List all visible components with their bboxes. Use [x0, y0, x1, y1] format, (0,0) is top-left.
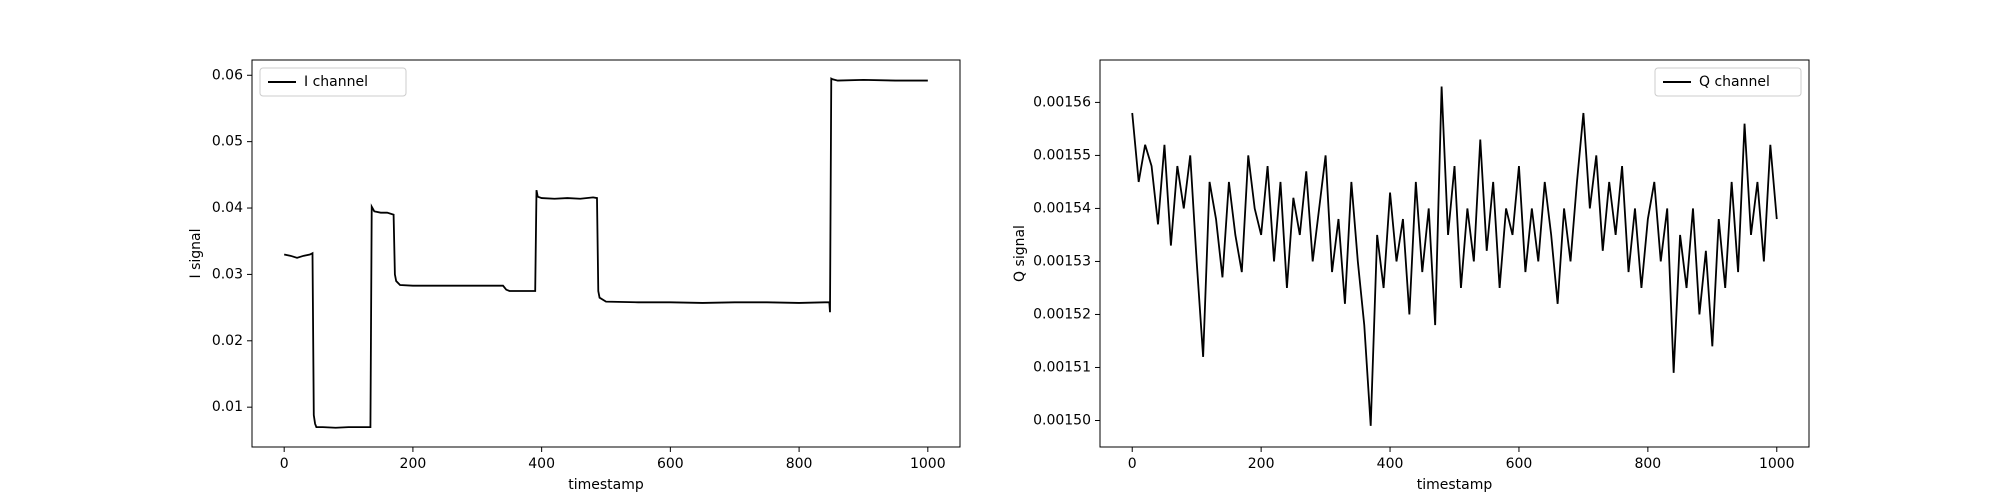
y-tick-label: 0.02 — [212, 333, 243, 349]
y-tick-label: 0.06 — [212, 67, 243, 83]
x-tick-label: 200 — [1248, 456, 1275, 472]
x-tick-label: 400 — [1377, 456, 1404, 472]
y-tick-label: 0.01 — [212, 399, 243, 415]
legend-label: Q channel — [1699, 74, 1770, 90]
plot-area — [251, 59, 961, 448]
x-tick-label: 200 — [400, 456, 427, 472]
y-axis-label: I signal — [188, 229, 204, 279]
y-tick-label: 0.00152 — [1033, 306, 1091, 322]
legend-label: I channel — [304, 74, 368, 90]
y-tick-label: 0.04 — [212, 200, 243, 216]
x-tick-label: 0 — [280, 456, 289, 472]
x-tick-label: 1000 — [910, 456, 946, 472]
x-tick-label: 400 — [528, 456, 555, 472]
y-tick-label: 0.00155 — [1033, 147, 1091, 163]
plot-area — [1099, 59, 1810, 448]
legend: Q channel — [1654, 67, 1802, 97]
legend: I channel — [259, 67, 407, 97]
x-tick-label: 600 — [1506, 456, 1533, 472]
y-tick-label: 0.03 — [212, 266, 243, 282]
y-tick-label: 0.00153 — [1033, 253, 1091, 269]
x-axis-label: timestamp — [568, 477, 644, 493]
x-tick-label: 800 — [1634, 456, 1661, 472]
y-tick-label: 0.00156 — [1033, 94, 1091, 110]
legend-box — [1654, 67, 1802, 97]
x-tick-label: 0 — [1128, 456, 1137, 472]
legend-box — [259, 67, 407, 97]
y-tick-label: 0.00154 — [1033, 200, 1091, 216]
y-axis-label: Q signal — [1012, 225, 1028, 282]
y-tick-label: 0.05 — [212, 134, 243, 150]
x-axis-label: timestamp — [1417, 477, 1493, 493]
data-line — [283, 77, 928, 429]
x-tick-label: 800 — [786, 456, 813, 472]
y-tick-label: 0.00150 — [1033, 412, 1091, 428]
data-line — [1131, 86, 1778, 426]
y-tick-label: 0.00151 — [1033, 359, 1091, 375]
x-tick-label: 600 — [657, 456, 684, 472]
x-tick-label: 1000 — [1759, 456, 1795, 472]
